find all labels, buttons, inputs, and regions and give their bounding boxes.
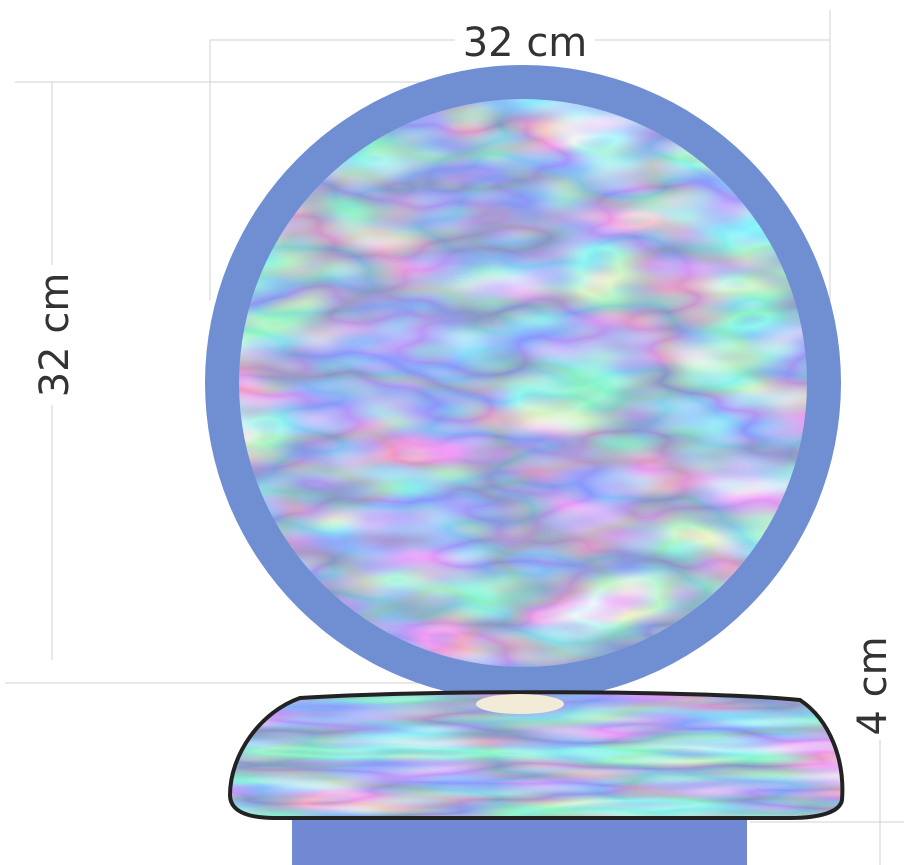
dimension-guides <box>5 10 904 865</box>
disc-width-label: 32 cm <box>463 20 588 66</box>
disc-marble-pattern <box>239 99 807 667</box>
base-height-label: 4 cm <box>850 636 896 735</box>
connector-puck <box>476 694 564 714</box>
pedestal-block <box>292 818 747 865</box>
base-outline <box>227 690 845 820</box>
disc-height-label: 32 cm <box>32 273 78 398</box>
marble-disc <box>205 65 841 701</box>
